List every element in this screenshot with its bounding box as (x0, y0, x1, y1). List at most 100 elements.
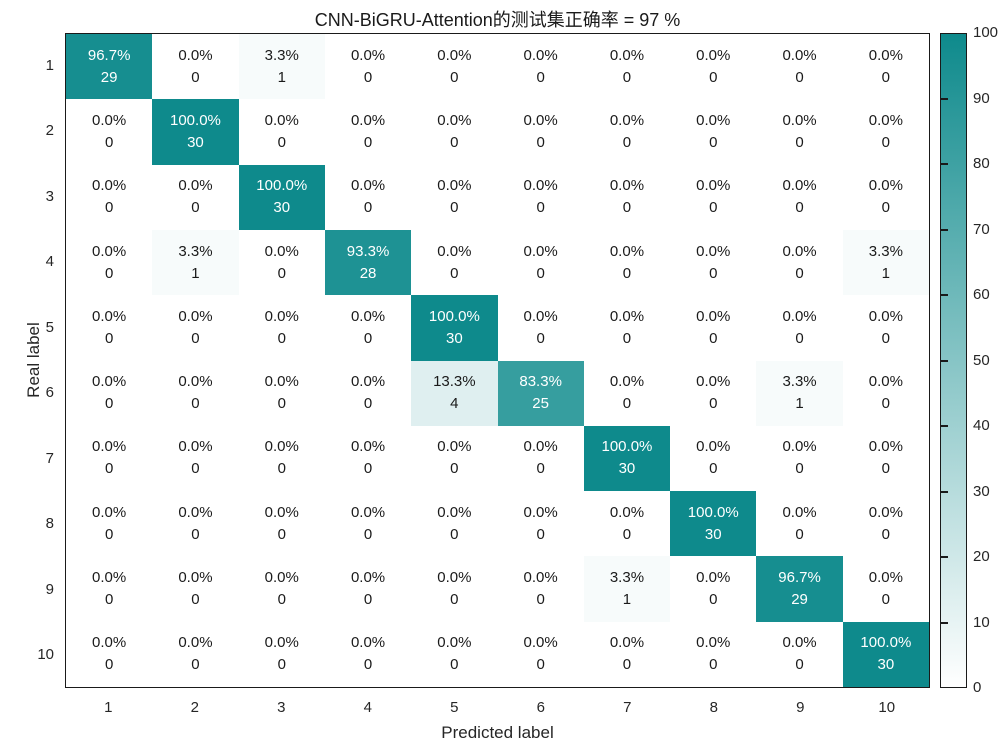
matrix-cell: 100.0% 30 (238, 164, 325, 230)
cell-percent: 13.3% (433, 373, 476, 391)
matrix-cell: 0.0% 0 (497, 425, 584, 492)
cell-count: 0 (450, 656, 459, 674)
matrix-cell: 0.0% 0 (842, 99, 929, 165)
matrix-cell: 0.0% 0 (238, 491, 325, 557)
cell-count: 0 (104, 525, 114, 543)
matrix-cell: 0.0% 0 (66, 621, 153, 687)
matrix-cell: 0.0% 0 (324, 425, 412, 492)
cell-percent: 0.0% (609, 242, 645, 260)
cell-percent: 0.0% (350, 111, 386, 129)
matrix-cell: 0.0% 0 (670, 295, 757, 361)
cell-percent: 0.0% (92, 634, 127, 652)
matrix-cell: 0.0% 0 (583, 34, 671, 100)
cell-count: 0 (536, 133, 545, 151)
cell-count: 0 (363, 656, 373, 674)
x-tick-label: 10 (878, 699, 896, 716)
cell-count: 0 (795, 264, 804, 282)
cell-percent: 0.0% (696, 634, 731, 652)
cell-percent: 0.0% (178, 373, 213, 391)
cell-percent: 0.0% (609, 177, 645, 195)
matrix-cell: 0.0% 0 (411, 164, 498, 230)
matrix-cell: 0.0% 0 (756, 164, 843, 230)
cell-percent: 0.0% (350, 503, 386, 521)
matrix-cell: 0.0% 0 (756, 34, 843, 100)
colorbar-tick-mark (941, 97, 948, 100)
matrix-cell: 0.0% 0 (756, 621, 843, 687)
y-tick-label: 9 (45, 580, 54, 598)
matrix-cell: 0.0% 0 (756, 491, 843, 557)
cell-percent: 0.0% (696, 46, 731, 64)
cell-count: 0 (795, 199, 804, 217)
cell-percent: 0.0% (178, 438, 213, 456)
colorbar-tick-mark (941, 228, 948, 231)
cell-count: 0 (191, 329, 200, 347)
matrix-cell: 0.0% 0 (670, 360, 757, 426)
colorbar-tick-mark (941, 425, 948, 427)
cell-percent: 0.0% (92, 307, 127, 325)
cell-count: 0 (363, 133, 373, 151)
matrix-cell: 0.0% 0 (66, 99, 153, 165)
cell-count: 1 (277, 68, 286, 86)
cell-count: 29 (100, 68, 118, 86)
cell-count: 29 (791, 591, 808, 609)
cell-percent: 0.0% (782, 111, 817, 129)
matrix-cell: 0.0% 0 (583, 360, 671, 426)
cell-percent: 3.3% (782, 373, 817, 391)
cell-percent: 0.0% (437, 242, 472, 260)
cell-percent: 0.0% (437, 569, 472, 587)
cell-count: 0 (191, 395, 200, 413)
cell-count: 0 (795, 656, 804, 674)
cell-count: 0 (191, 68, 200, 86)
cell-count: 0 (104, 460, 114, 478)
cell-percent: 0.0% (350, 177, 386, 195)
cell-percent: 0.0% (868, 438, 903, 456)
matrix-cell: 0.0% 0 (324, 360, 412, 426)
colorbar-tick-label: 20 (973, 548, 990, 565)
matrix-cell: 3.3% 1 (238, 34, 325, 100)
cell-percent: 0.0% (523, 111, 558, 129)
cell-count: 0 (277, 133, 286, 151)
cell-count: 0 (450, 199, 459, 217)
matrix-cell: 0.0% 0 (152, 295, 239, 361)
matrix-cell: 0.0% 0 (324, 164, 412, 230)
matrix-cell: 100.0% 30 (152, 99, 239, 165)
cell-count: 0 (709, 460, 718, 478)
cell-percent: 3.3% (609, 569, 645, 587)
cell-percent: 0.0% (523, 503, 558, 521)
x-tick-label: 9 (796, 699, 805, 716)
cell-count: 30 (273, 199, 291, 217)
cell-percent: 0.0% (523, 438, 558, 456)
cell-count: 0 (277, 264, 286, 282)
matrix-cell: 0.0% 0 (583, 99, 671, 165)
cell-percent: 0.0% (868, 307, 903, 325)
cell-percent: 0.0% (523, 569, 558, 587)
cell-count: 0 (709, 133, 718, 151)
cell-percent: 0.0% (92, 503, 127, 521)
cell-count: 0 (104, 591, 114, 609)
cell-percent: 0.0% (782, 634, 817, 652)
cell-count: 0 (191, 460, 200, 478)
colorbar-tick-label: 0 (973, 679, 982, 696)
colorbar-tick-label: 70 (973, 220, 990, 238)
matrix-cell: 0.0% 0 (66, 295, 153, 361)
cell-percent: 0.0% (523, 242, 558, 260)
cell-percent: 0.0% (437, 503, 472, 521)
cell-percent: 0.0% (523, 177, 558, 195)
chart-title: CNN-BiGRU-Attention的测试集正确率 = 97 % (314, 10, 681, 30)
cell-percent: 0.0% (92, 373, 127, 391)
colorbar-tick-mark (941, 556, 948, 558)
matrix-cell: 0.0% 0 (842, 34, 929, 100)
cell-count: 0 (622, 329, 632, 347)
matrix-cell: 0.0% 0 (583, 295, 671, 361)
cell-percent: 0.0% (350, 569, 386, 587)
cell-percent: 0.0% (609, 373, 645, 391)
y-tick-label: 2 (45, 122, 54, 140)
matrix-cell: 3.3% 1 (152, 229, 239, 296)
cell-percent: 0.0% (609, 46, 645, 64)
x-tick-label: 5 (450, 699, 459, 716)
matrix-cell: 100.0% 30 (842, 621, 929, 687)
matrix-cell: 0.0% 0 (411, 491, 498, 557)
heatmap-grid: 96.7% 29 0.0% 0 3.3% 1 0.0% 0 0.0% 0 0.0% 0 0.0% 0 0.0… (65, 33, 930, 688)
cell-percent: 0.0% (437, 46, 472, 64)
matrix-cell: 0.0% 0 (152, 491, 239, 557)
